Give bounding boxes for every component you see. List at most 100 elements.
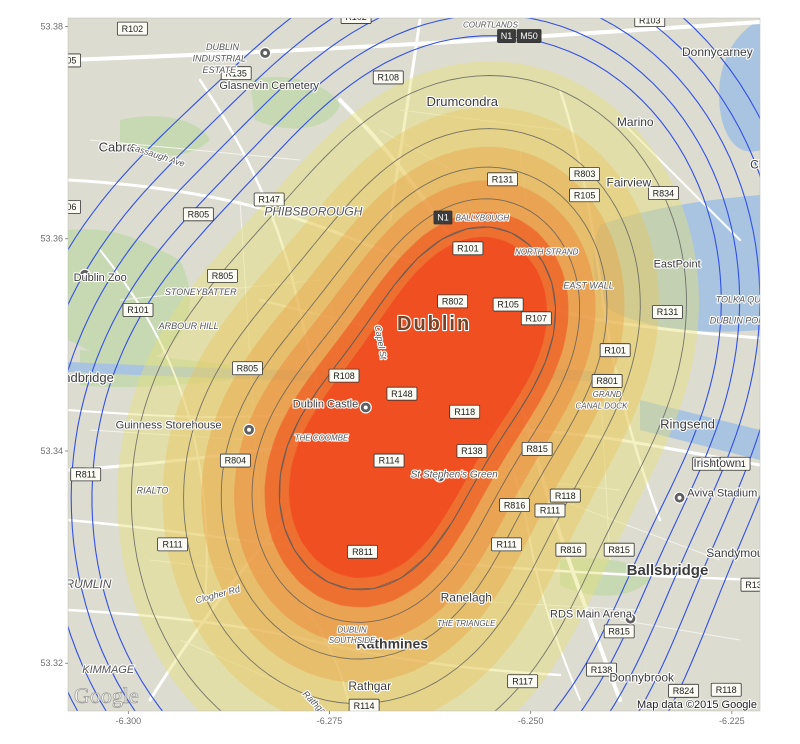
road-shield: R805 <box>207 268 238 283</box>
road-shield-label: R111 <box>540 506 560 516</box>
road-shield-box <box>603 624 635 639</box>
road-shield-box <box>521 441 553 456</box>
contour-line <box>130 75 687 711</box>
road-shield: R107 <box>520 311 552 326</box>
poi-marker-icon <box>433 470 446 483</box>
road-shield: R101 <box>452 241 484 256</box>
road-shield-label: R815 <box>526 444 548 454</box>
road-shield-label: R102 <box>122 24 144 34</box>
road-shield: R815 <box>603 624 635 639</box>
y-tick-label: 53.38 <box>40 21 63 31</box>
road-shield-box <box>569 188 600 203</box>
road-shield-label: R103 <box>639 15 661 25</box>
road-shield-box <box>534 503 566 518</box>
x-axis: -6.300 -6.275 -6.250 -6.225 <box>116 711 745 726</box>
place-label: Dublin <box>397 313 471 335</box>
place-label: Irishtown <box>693 456 741 470</box>
road-shield-box <box>116 21 148 36</box>
contour-line <box>70 18 741 711</box>
road-shield-label: R118 <box>716 685 737 695</box>
poi-marker-icon <box>624 612 637 625</box>
road-shield: R135 <box>220 66 252 81</box>
place-label: Ki <box>760 74 771 88</box>
road-shield: R118 <box>549 488 581 503</box>
contour-line <box>251 198 581 623</box>
place-label: Fairview <box>607 176 652 190</box>
road-shield-box <box>253 192 285 207</box>
place-label: CRUMLIN <box>57 577 112 591</box>
road-shield: R114 <box>348 698 380 711</box>
road-shield-box <box>487 172 518 187</box>
contour-line <box>279 226 557 590</box>
road-shield-label: R107 <box>526 314 548 324</box>
road-shield-label: R804 <box>225 456 247 466</box>
road-shield-box <box>555 542 587 557</box>
road-shield: R118 <box>449 404 481 419</box>
poi-marker-icon <box>78 268 91 281</box>
place-label: GRAND <box>593 390 622 399</box>
place-label: Donnybrook <box>609 670 675 684</box>
road-shield-box <box>348 698 380 711</box>
poi-marker-icon <box>259 46 272 60</box>
road-shield-box <box>516 29 542 43</box>
road-shield: R131 <box>740 577 760 592</box>
place-label: RK <box>30 45 43 55</box>
road-shield-box <box>456 444 488 458</box>
place-label: Drumcondra <box>427 94 499 109</box>
road-shield-box <box>719 456 751 471</box>
place-label: STONEYBATTER <box>165 287 237 297</box>
road-shield-label: R816 <box>504 500 526 510</box>
road-shield: R108 <box>328 368 360 383</box>
road-shield: R108 <box>372 70 404 85</box>
place-label: Cabra <box>99 140 135 155</box>
road-shield-box <box>220 66 252 81</box>
road-shield: R805 <box>182 207 214 222</box>
road-shield-label: R118 <box>454 407 475 417</box>
road-shield: R148 <box>386 386 418 401</box>
road-shield: R802 <box>437 294 469 309</box>
road-shield-box <box>591 374 623 388</box>
road-shield-box <box>433 210 453 225</box>
density-fill <box>117 61 699 711</box>
place-label: THE TRIANGLE <box>437 619 496 628</box>
road-shield-label: R114 <box>379 456 400 466</box>
place-label: KIMMAGE <box>82 664 135 676</box>
road-shield: R834 <box>648 186 679 201</box>
place-label: Donnycarney <box>682 45 753 59</box>
road-shield-label: R805 <box>237 363 259 373</box>
road-shield: R811 <box>70 467 102 482</box>
place-label: Guinness Storehouse <box>116 420 222 432</box>
road-shield-label: R839 <box>15 424 37 434</box>
place-label: Rathgar <box>348 679 391 693</box>
road-shield-label: R816 <box>560 545 582 555</box>
x-tick-label: -6.300 <box>116 716 142 726</box>
road-shield: R811 <box>347 544 378 559</box>
place-label: EAST WALL <box>563 281 613 291</box>
place-label: DUBLIN PORT <box>710 316 772 326</box>
road-shield-label: R815 <box>608 627 630 637</box>
road-shield-box <box>492 297 524 312</box>
place-label: Islandbridge <box>43 370 114 385</box>
road-shield: R803 <box>569 167 600 181</box>
y-tick-label: 53.34 <box>40 446 63 456</box>
road-shield-label: R114 <box>354 701 375 711</box>
map-attribution: Map data ©2015 Google <box>637 699 757 711</box>
road-shield-box <box>497 29 516 43</box>
y-tick-label: 53.36 <box>40 234 63 244</box>
place-label: Rathmines <box>356 635 428 651</box>
road-shield-label: R138 <box>461 446 483 456</box>
road-shield-label: R131 <box>657 307 679 317</box>
place-label: Ballsbridge <box>627 562 709 579</box>
road-shield-label: R131 <box>724 459 746 469</box>
road-shield-box <box>599 343 631 358</box>
road-shield: R138 <box>586 662 617 677</box>
road-shield: R114 <box>373 453 405 468</box>
place-label: Glasnevin Cemetery <box>219 80 319 92</box>
place-label: Ranelagh <box>441 591 492 605</box>
road-shield-label: R811 <box>352 547 373 557</box>
road-shield-box <box>347 544 378 559</box>
road-shield: R805 <box>232 361 263 376</box>
road-shield-label: R834 <box>653 188 675 198</box>
road-shield-box <box>328 368 360 383</box>
